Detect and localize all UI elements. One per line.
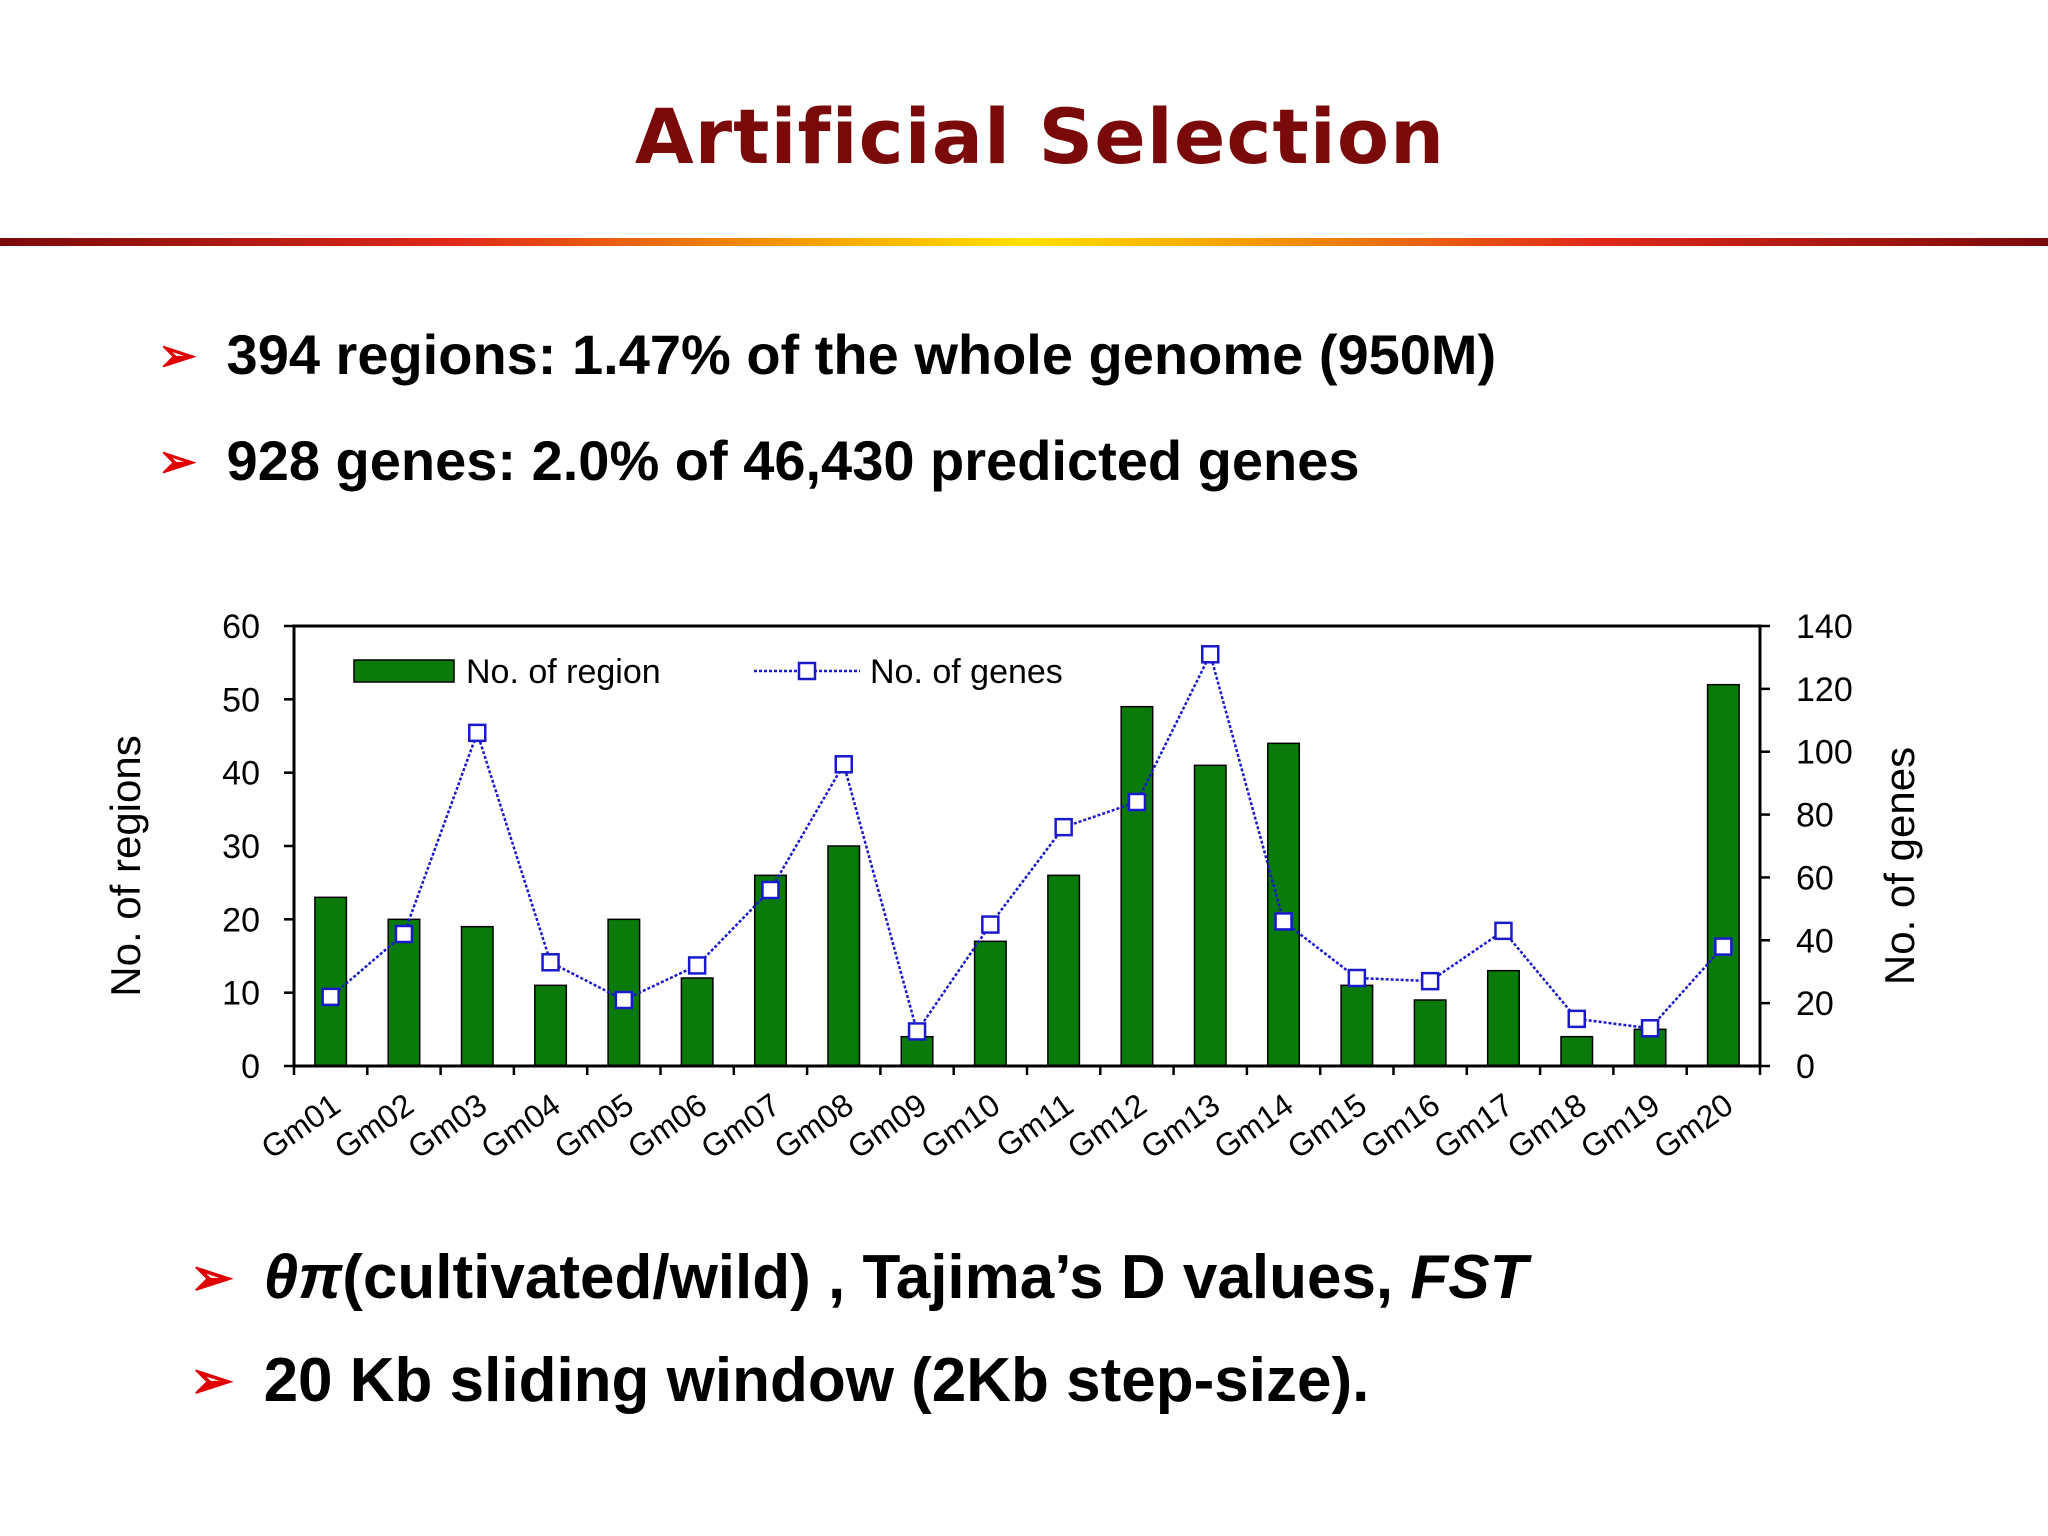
genes-point (1494, 921, 1513, 941)
genes-point (834, 755, 853, 774)
x-tick-label: Gm01 (255, 1086, 347, 1165)
genes-point (761, 880, 780, 900)
x-tick-label: Gm17 (1427, 1086, 1519, 1165)
fst-label: FST (1410, 1243, 1528, 1312)
x-tick-label: Gm10 (914, 1086, 1006, 1165)
x-tick-label: Gm03 (401, 1086, 493, 1165)
genes-point (907, 1022, 927, 1041)
y-tick-label: 30 (222, 828, 260, 866)
y-axis-title: No. of regions (102, 735, 149, 996)
bar (460, 925, 494, 1067)
bullet-genes: ➢ 928 genes: 2.0% of 46,430 predicted ge… (158, 428, 1360, 493)
x-tick-label: Gm11 (990, 1086, 1080, 1164)
bar (1560, 1035, 1594, 1067)
genes-point (468, 723, 487, 743)
x-tick-label: Gm14 (1208, 1086, 1300, 1165)
genes-point (687, 956, 707, 975)
plot-frame (292, 624, 1762, 1068)
y2-tick-label: 0 (1796, 1048, 1815, 1086)
y2-tick-label: 80 (1796, 797, 1834, 835)
bullet-window: ➢ 20 Kb sliding window (2Kb step-size). (190, 1345, 1369, 1416)
x-tick-label: Gm15 (1281, 1086, 1373, 1165)
x-tick-label: Gm08 (768, 1086, 860, 1165)
x-tick-label: Gm02 (328, 1086, 420, 1165)
x-tick-label: Gm18 (1501, 1086, 1593, 1165)
x-tick-label: Gm12 (1061, 1086, 1153, 1165)
bullet-statistics-text: θπ(cultivated/wild) , Tajima’s D values,… (264, 1242, 1528, 1313)
genes-point (1201, 645, 1220, 664)
bullet-window-text: 20 Kb sliding window (2Kb step-size). (263, 1346, 1370, 1415)
bullet-arrow-icon: ➢ (190, 1248, 234, 1307)
genes-point (1567, 1009, 1586, 1029)
bullet-genes-text: 928 genes: 2.0% of 46,430 predicted gene… (226, 429, 1360, 492)
y-tick-label: 0 (241, 1048, 260, 1086)
legend-line-marker (797, 661, 817, 681)
x-tick-label: Gm19 (1574, 1086, 1666, 1165)
title-divider (0, 238, 2048, 246)
x-tick-label: Gm09 (841, 1086, 933, 1165)
genes-point (1127, 792, 1147, 812)
genes-point (1347, 968, 1367, 988)
y-tick-label: 60 (222, 608, 260, 646)
bar (1340, 984, 1374, 1067)
y-tick-label: 40 (222, 755, 260, 793)
x-tick-label: Gm13 (1134, 1086, 1226, 1165)
genes-point (614, 990, 634, 1010)
y2-tick-label: 60 (1796, 859, 1834, 897)
x-tick-label: Gm06 (621, 1086, 713, 1165)
x-tick-label: Gm04 (475, 1086, 567, 1165)
bar (973, 940, 1007, 1067)
genes-point (1714, 937, 1733, 956)
y2-axis-title: No. of genes (1876, 747, 1923, 985)
y2-tick-label: 40 (1796, 922, 1834, 960)
bullet-arrow-icon: ➢ (190, 1351, 234, 1410)
x-tick-label: Gm16 (1354, 1086, 1446, 1165)
y2-tick-label: 20 (1796, 985, 1834, 1023)
bullet-regions-text: 394 regions: 1.47% of the whole genome (… (226, 323, 1497, 386)
x-tick-label: Gm20 (1647, 1086, 1739, 1165)
bar (1193, 764, 1227, 1067)
bullet-arrow-icon: ➢ (158, 328, 197, 381)
bar (680, 977, 714, 1067)
plot-layer: 0 10 20 30 40 50 60 0 20 40 60 80 100 120 140 No. of re… (102, 608, 1923, 1166)
genes-point (541, 953, 560, 972)
legend-bar-label: No. of region (466, 653, 661, 691)
bullet-arrow-icon: ➢ (158, 434, 197, 487)
bar (1413, 999, 1447, 1067)
slide-title: Artificial Selection (634, 92, 1446, 181)
genes-point (1420, 971, 1440, 991)
genes-point (321, 987, 340, 1007)
genes-point (1274, 912, 1293, 931)
genes-point (394, 924, 414, 944)
statistics-middle: (cultivated/wild) , Tajima’s D values, (342, 1243, 1411, 1312)
x-tick-label: Gm07 (694, 1086, 786, 1165)
bar (1706, 683, 1740, 1067)
genes-point (1640, 1019, 1660, 1038)
genes-point (1054, 817, 1073, 837)
genes-line (329, 650, 1725, 1035)
x-tick-label: Gm05 (548, 1086, 640, 1165)
bar (1047, 874, 1081, 1067)
y-tick-label: 20 (222, 901, 260, 939)
theta-pi-symbol: θπ (263, 1243, 343, 1312)
bar (1486, 969, 1520, 1067)
legend-line-label: No. of genes (870, 653, 1063, 691)
y2-tick-label: 100 (1796, 734, 1853, 772)
bar (900, 1035, 934, 1067)
bullet-statistics: ➢ θπ(cultivated/wild) , Tajima’s D value… (190, 1242, 1527, 1313)
y2-tick-label: 140 (1796, 608, 1853, 646)
bar (1267, 742, 1301, 1067)
genes-point (981, 915, 1000, 934)
regions-genes-chart: 0 10 20 30 40 50 60 0 20 40 60 80 100 120 140 No. of re… (102, 608, 1923, 1166)
y2-tick-label: 120 (1796, 671, 1853, 709)
bar (314, 896, 348, 1067)
bullet-regions: ➢ 394 regions: 1.47% of the whole genome… (158, 322, 1496, 387)
y-tick-label: 10 (222, 975, 260, 1013)
bar (753, 874, 787, 1067)
bar (534, 984, 568, 1067)
bar (1120, 705, 1154, 1067)
legend-bar-swatch (353, 659, 455, 683)
y-tick-label: 50 (222, 681, 260, 719)
bar (827, 845, 861, 1067)
